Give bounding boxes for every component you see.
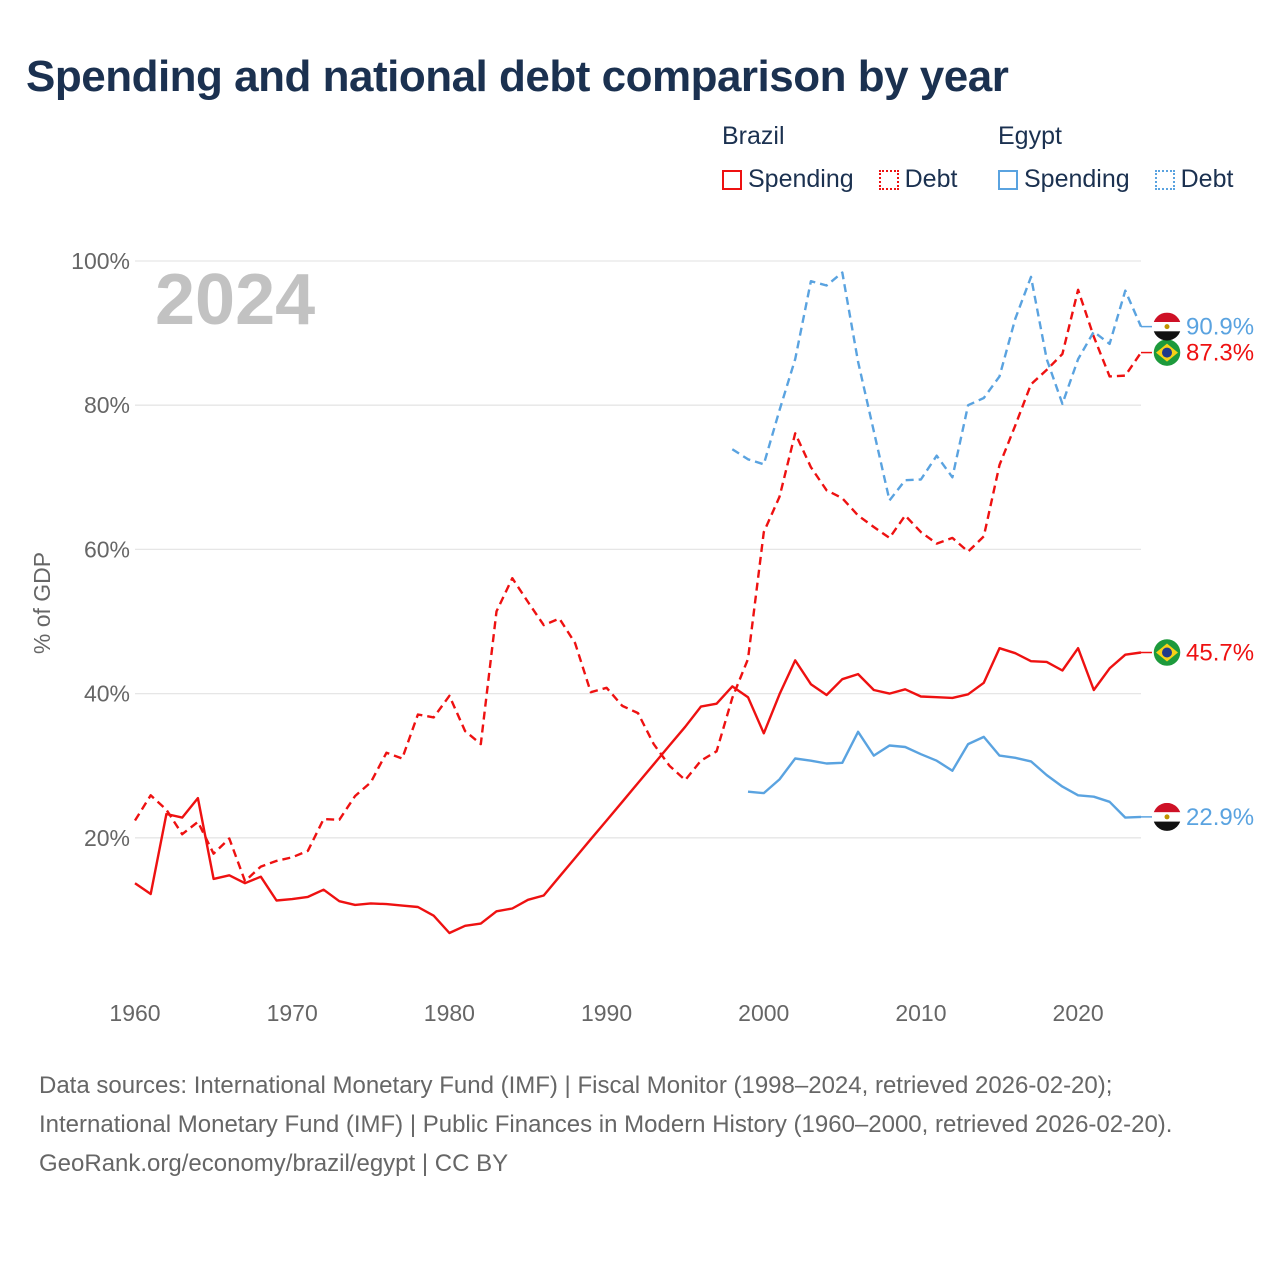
x-tick-label: 1980 — [424, 1000, 475, 1026]
end-value-label: 90.9% — [1186, 314, 1254, 341]
y-tick-label: 60% — [84, 536, 130, 562]
brazil-flag-icon — [1152, 337, 1182, 368]
x-axis-ticks: 1960 1970 1980 1990 2000 2010 2020 — [109, 1000, 1103, 1026]
x-tick-label: 2010 — [895, 1000, 946, 1026]
legend-item-brazil-debt[interactable]: Debt — [878, 165, 958, 194]
end-labels: 45.7% 87.3% 22.9% 90.9% — [1141, 312, 1254, 831]
y-tick-label: 80% — [84, 392, 130, 418]
data-sources: Data sources: International Monetary Fun… — [39, 1072, 1173, 1138]
dotted-swatch-icon — [878, 169, 899, 190]
dotted-swatch-icon — [1154, 169, 1175, 190]
year-watermark: 2024 — [155, 260, 315, 340]
legend-item-label: Debt — [904, 165, 958, 193]
legend-group-title: Egypt — [998, 122, 1062, 150]
egypt-flag-icon — [1153, 312, 1181, 341]
end-marker-egypt-debt: 90.9% — [1141, 312, 1254, 341]
legend-group-title: Brazil — [722, 122, 785, 150]
legend: Brazil Spending Debt Egypt Spending Debt — [722, 122, 1262, 202]
legend-group-brazil: Brazil Spending Debt — [722, 122, 975, 197]
series-lines — [133, 271, 1143, 935]
end-marker-brazil-spending: 45.7% — [1141, 637, 1254, 668]
y-axis-label: % of GDP — [29, 552, 55, 654]
chart-title: Spending and national debt comparison by… — [26, 52, 1009, 101]
solid-swatch-icon — [998, 169, 1018, 190]
legend-item-label: Debt — [1180, 165, 1234, 193]
x-tick-label: 1970 — [267, 1000, 318, 1026]
end-marker-egypt-spending: 22.9% — [1141, 802, 1254, 831]
y-tick-label: 40% — [84, 681, 130, 707]
legend-item-label: Spending — [748, 165, 854, 193]
egypt-flag-icon — [1153, 802, 1181, 831]
x-tick-label: 2020 — [1053, 1000, 1104, 1026]
legend-item-label: Spending — [1024, 165, 1130, 193]
end-value-label: 22.9% — [1186, 804, 1254, 831]
y-axis-ticks: 20% 40% 60% 80% 100% — [71, 248, 130, 851]
x-tick-label: 2000 — [738, 1000, 789, 1026]
legend-group-egypt: Egypt Spending Debt — [998, 122, 1251, 197]
gridlines — [135, 260, 1141, 839]
end-value-label: 45.7% — [1186, 640, 1254, 667]
series-line-egypt-spending — [747, 730, 1142, 819]
legend-item-egypt-debt[interactable]: Debt — [1154, 165, 1234, 194]
line-chart: 20% 40% 60% 80% 100% 1960 1970 1980 1990 2000 201… — [29, 248, 1254, 1026]
legend-item-egypt-spending[interactable]: Spending — [998, 165, 1130, 194]
solid-swatch-icon — [722, 169, 742, 190]
series-line-brazil-spending — [134, 647, 1142, 935]
y-tick-label: 100% — [71, 248, 130, 274]
credit-link[interactable]: GeoRank.org/economy/brazil/egypt | CC BY — [39, 1150, 509, 1177]
series-line-brazil-debt — [133, 288, 1142, 883]
x-tick-label: 1960 — [109, 1000, 160, 1026]
footer: Data sources: International Monetary Fun… — [39, 1066, 1239, 1183]
series-line-egypt-debt — [731, 271, 1143, 502]
end-marker-brazil-debt: 87.3% — [1141, 337, 1254, 368]
legend-item-brazil-spending[interactable]: Spending — [722, 165, 854, 194]
y-tick-label: 20% — [84, 825, 130, 851]
x-tick-label: 1990 — [581, 1000, 632, 1026]
end-value-label: 87.3% — [1186, 340, 1254, 367]
brazil-flag-icon — [1152, 637, 1182, 668]
